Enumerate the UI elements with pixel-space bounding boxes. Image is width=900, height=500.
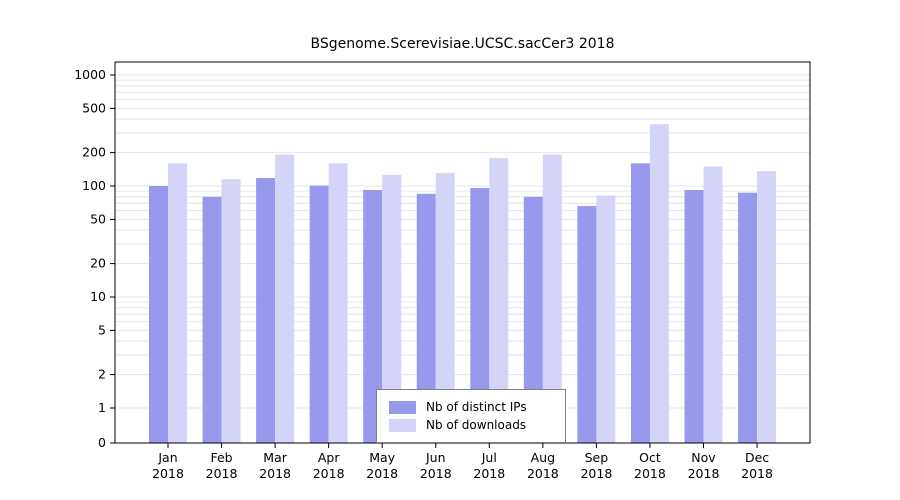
x-label-year: 2018: [206, 466, 238, 481]
bar-downloads-nov: [703, 166, 723, 444]
bar-downloads-dec: [757, 171, 777, 443]
x-label-year: 2018: [473, 466, 505, 481]
y-tick-label: 200: [82, 145, 106, 160]
chart-legend: Nb of distinct IPs Nb of downloads: [376, 389, 566, 443]
bar-downloads-may: [382, 174, 402, 443]
x-label-month: Aug: [531, 450, 555, 465]
bar-distinct-ips-sep: [577, 206, 597, 443]
x-label-year: 2018: [688, 466, 720, 481]
x-label-month: Mar: [263, 450, 287, 465]
y-tick-label: 500: [82, 100, 106, 115]
y-tick-label: 2: [98, 367, 106, 382]
bar-downloads-oct: [649, 124, 669, 443]
bar-downloads-jun: [435, 172, 455, 443]
x-label-year: 2018: [259, 466, 291, 481]
x-label-year: 2018: [634, 466, 666, 481]
legend-entry-downloads: Nb of downloads: [389, 418, 553, 432]
bar-distinct-ips-may: [363, 190, 383, 443]
chart-title: BSgenome.Scerevisiae.UCSC.sacCer3 2018: [310, 36, 615, 52]
bar-distinct-ips-nov: [684, 190, 704, 443]
legend-swatch-downloads: [389, 418, 416, 432]
bar-downloads-mar: [275, 154, 295, 443]
y-tick-label: 0: [98, 435, 106, 450]
x-label-year: 2018: [741, 466, 773, 481]
bar-distinct-ips-jun: [416, 193, 436, 443]
bar-downloads-sep: [596, 195, 616, 443]
bar-downloads-aug: [542, 154, 562, 443]
bar-distinct-ips-aug: [523, 196, 543, 443]
bar-distinct-ips-oct: [630, 163, 650, 443]
y-tick-label: 50: [90, 211, 106, 226]
legend-label-downloads: Nb of downloads: [426, 418, 527, 432]
x-label-month: Jan: [157, 450, 177, 465]
legend-label-distinct-ips: Nb of distinct IPs: [426, 400, 527, 414]
x-label-year: 2018: [420, 466, 452, 481]
x-label-month: May: [369, 450, 395, 465]
plot-border: [114, 61, 811, 444]
x-label-month: Jul: [481, 450, 497, 465]
x-label-year: 2018: [313, 466, 345, 481]
bar-distinct-ips-apr: [309, 185, 329, 443]
x-label-year: 2018: [580, 466, 612, 481]
x-label-month: Oct: [639, 450, 661, 465]
bar-downloads-apr: [328, 163, 348, 443]
y-tick-label: 1000: [74, 67, 106, 82]
y-tick-label: 1: [98, 400, 106, 415]
y-tick-label: 20: [90, 256, 106, 271]
bar-distinct-ips-mar: [256, 178, 276, 443]
x-label-year: 2018: [527, 466, 559, 481]
x-label-month: Jun: [425, 450, 446, 465]
x-label-month: Dec: [745, 450, 769, 465]
x-label-month: Apr: [318, 450, 340, 465]
bar-distinct-ips-jul: [470, 187, 490, 443]
bar-downloads-feb: [221, 179, 241, 443]
x-label-month: Feb: [210, 450, 232, 465]
bar-distinct-ips-jan: [149, 186, 168, 443]
y-tick-label: 10: [90, 289, 106, 304]
bar-distinct-ips-feb: [202, 196, 222, 443]
bar-downloads-jul: [489, 158, 509, 444]
legend-swatch-distinct-ips: [389, 400, 416, 414]
x-label-year: 2018: [152, 466, 184, 481]
x-label-month: Sep: [585, 450, 609, 465]
x-label-month: Nov: [691, 450, 716, 465]
x-label-year: 2018: [366, 466, 398, 481]
bar-distinct-ips-dec: [738, 192, 758, 443]
y-tick-label: 5: [98, 322, 106, 337]
y-tick-label: 100: [82, 178, 106, 193]
bar-downloads-jan: [168, 163, 187, 443]
legend-entry-distinct-ips: Nb of distinct IPs: [389, 400, 553, 414]
